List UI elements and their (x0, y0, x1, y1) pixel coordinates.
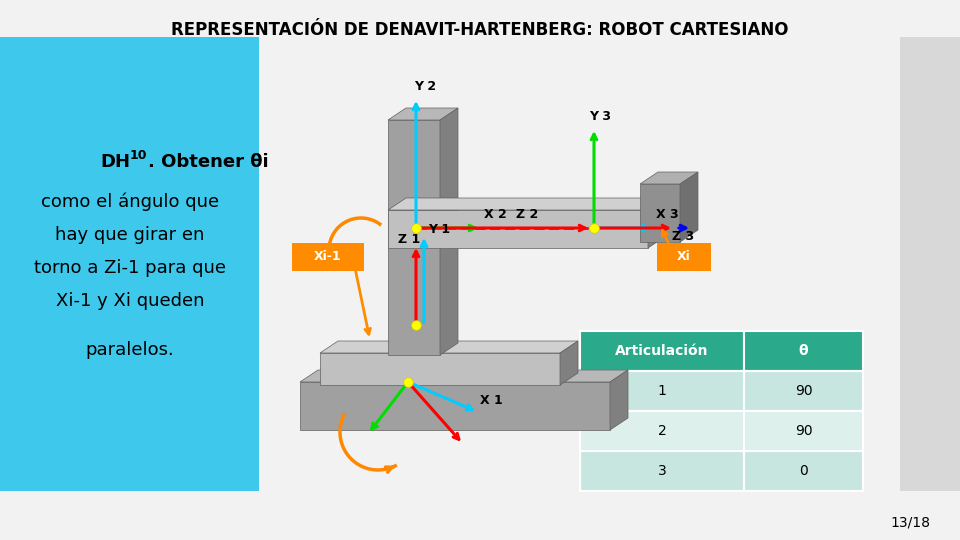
FancyBboxPatch shape (580, 451, 744, 491)
FancyBboxPatch shape (580, 411, 744, 451)
Text: Y 3: Y 3 (589, 110, 611, 123)
Text: 10: 10 (130, 149, 148, 162)
Polygon shape (560, 341, 578, 385)
Text: Z 3: Z 3 (672, 230, 694, 243)
Text: Z 2: Z 2 (516, 208, 539, 221)
Polygon shape (320, 341, 578, 353)
FancyBboxPatch shape (744, 371, 863, 411)
Text: 90: 90 (795, 384, 812, 398)
Polygon shape (300, 382, 610, 430)
Text: Articulación: Articulación (615, 344, 708, 358)
Text: Xi-1: Xi-1 (314, 251, 342, 264)
Text: θ: θ (799, 344, 808, 358)
Text: X 3: X 3 (656, 208, 679, 221)
FancyBboxPatch shape (0, 37, 259, 491)
Text: X 2: X 2 (484, 208, 507, 221)
Text: torno a Zi-1 para que: torno a Zi-1 para que (34, 259, 226, 277)
FancyBboxPatch shape (657, 243, 711, 271)
Polygon shape (320, 353, 560, 385)
Text: Xi: Xi (677, 251, 691, 264)
Polygon shape (388, 210, 648, 248)
FancyBboxPatch shape (744, 411, 863, 451)
Polygon shape (300, 370, 628, 382)
Text: 90: 90 (795, 424, 812, 438)
Text: 13/18: 13/18 (890, 515, 930, 529)
Text: . Obtener θi: . Obtener θi (148, 153, 269, 171)
Polygon shape (610, 370, 628, 430)
Text: hay que girar en: hay que girar en (56, 226, 204, 244)
Text: paralelos.: paralelos. (85, 341, 175, 359)
Polygon shape (640, 172, 698, 184)
Polygon shape (440, 108, 458, 355)
Polygon shape (388, 120, 440, 355)
Polygon shape (680, 172, 698, 242)
Text: 3: 3 (658, 464, 666, 478)
Text: como el ángulo que: como el ángulo que (41, 193, 219, 211)
Text: Xi-1 y Xi queden: Xi-1 y Xi queden (56, 292, 204, 310)
FancyBboxPatch shape (580, 371, 744, 411)
Polygon shape (388, 198, 666, 210)
Text: REPRESENTACIÓN DE DENAVIT-HARTENBERG: ROBOT CARTESIANO: REPRESENTACIÓN DE DENAVIT-HARTENBERG: RO… (171, 21, 789, 39)
FancyBboxPatch shape (744, 451, 863, 491)
Polygon shape (388, 108, 458, 120)
Text: 1: 1 (658, 384, 666, 398)
Text: 0: 0 (799, 464, 808, 478)
FancyBboxPatch shape (744, 331, 863, 371)
Text: 2: 2 (658, 424, 666, 438)
FancyBboxPatch shape (292, 243, 364, 271)
Polygon shape (648, 198, 666, 248)
Polygon shape (640, 184, 680, 242)
Text: Y 1: Y 1 (428, 223, 450, 236)
Text: Z 1: Z 1 (398, 233, 420, 246)
Text: Y 2: Y 2 (414, 80, 436, 93)
FancyBboxPatch shape (900, 37, 960, 491)
FancyBboxPatch shape (580, 331, 744, 371)
Text: DH: DH (100, 153, 130, 171)
Text: X 1: X 1 (480, 394, 503, 407)
